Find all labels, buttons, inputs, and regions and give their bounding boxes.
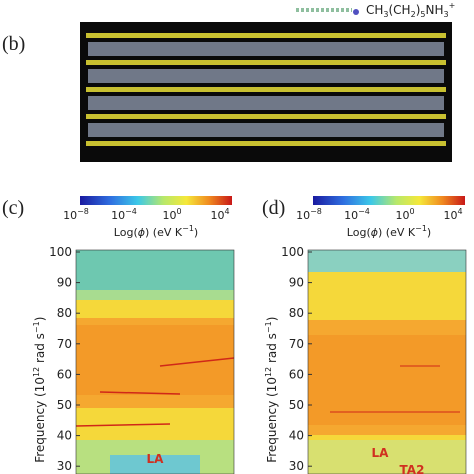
label-part: −1 xyxy=(415,224,427,233)
colorbar-tick-label: 10−4 xyxy=(344,207,370,222)
y-tick-label: 40 xyxy=(57,429,72,443)
colorbar-tick-label: 10−8 xyxy=(63,207,89,222)
label-part: 12 xyxy=(264,367,273,377)
label-part: ) (eV K xyxy=(145,226,183,239)
tick-base: 10 xyxy=(162,209,176,222)
label-part: −1 xyxy=(264,321,273,333)
label-part: 12 xyxy=(32,367,41,377)
colorbar xyxy=(313,196,465,205)
colorbar-tick-label: 100 xyxy=(395,207,414,222)
structure-image xyxy=(80,22,452,162)
panel-label: (b) xyxy=(2,33,25,55)
y-tick-label: 50 xyxy=(57,398,72,412)
tick-exp: 0 xyxy=(409,207,414,216)
annotation: TA2 xyxy=(400,463,425,474)
tick-base: 10 xyxy=(395,209,409,222)
label-part: ) xyxy=(427,226,431,239)
label-part: ϕ xyxy=(371,226,378,239)
y-tick-label: 40 xyxy=(289,429,304,443)
panel-label: (d) xyxy=(262,197,285,219)
label-part: Frequency (10 xyxy=(265,377,279,463)
tick-exp: 0 xyxy=(176,207,181,216)
y-tick-label: 60 xyxy=(289,367,304,381)
colorbar-tick-label: 100 xyxy=(162,207,181,222)
tick-exp: 4 xyxy=(457,207,462,216)
tick-exp: −8 xyxy=(310,207,322,216)
molecule-icon xyxy=(296,8,359,15)
label-part: ) (eV K xyxy=(378,226,416,239)
label-part: −1 xyxy=(32,321,41,333)
tick-exp: 4 xyxy=(224,207,229,216)
y-tick-label: 90 xyxy=(57,276,72,290)
tick-base: 10 xyxy=(63,209,77,222)
tick-base: 10 xyxy=(344,209,358,222)
label-part: ) xyxy=(33,317,47,322)
panel-label: (c) xyxy=(2,197,24,219)
colorbar-label: Log(ϕ) (eV K−1) xyxy=(347,224,431,239)
colorbar-tick-label: 10−8 xyxy=(296,207,322,222)
plot-frame xyxy=(75,249,235,474)
tick-base: 10 xyxy=(111,209,125,222)
colorbar-tick-label: 104 xyxy=(443,207,462,222)
y-axis-label: Frequency (1012 rad s−1) xyxy=(32,317,47,463)
y-tick-label: 100 xyxy=(49,245,72,259)
y-tick-label: 90 xyxy=(289,276,304,290)
y-tick-label: 30 xyxy=(289,459,304,473)
y-tick-label: 30 xyxy=(57,459,72,473)
tick-base: 10 xyxy=(296,209,310,222)
tick-exp: −4 xyxy=(125,207,137,216)
y-tick-label: 70 xyxy=(57,337,72,351)
label-part: rad s xyxy=(33,333,47,367)
heatmap xyxy=(308,250,466,474)
y-tick-label: 80 xyxy=(57,306,72,320)
tick-base: 10 xyxy=(443,209,457,222)
y-tick-label: 100 xyxy=(281,245,304,259)
y-tick-label: 50 xyxy=(289,398,304,412)
label-part: ϕ xyxy=(138,226,145,239)
y-tick-label: 70 xyxy=(289,337,304,351)
colorbar-tick-label: 10−4 xyxy=(111,207,137,222)
label-part: ) xyxy=(194,226,198,239)
tick-base: 10 xyxy=(210,209,224,222)
label-part: rad s xyxy=(265,333,279,367)
colorbar xyxy=(80,196,232,205)
label-part: Log( xyxy=(347,226,371,239)
y-axis-label: Frequency (1012 rad s−1) xyxy=(264,317,279,463)
colorbar-tick-label: 104 xyxy=(210,207,229,222)
tick-exp: −4 xyxy=(358,207,370,216)
label-part: ) xyxy=(265,317,279,322)
annotation: LA xyxy=(372,446,390,460)
annotation: LA xyxy=(147,452,165,466)
y-tick-label: 80 xyxy=(289,306,304,320)
colorbar-label: Log(ϕ) (eV K−1) xyxy=(114,224,198,239)
label-part: Log( xyxy=(114,226,138,239)
label-part: −1 xyxy=(182,224,194,233)
tick-exp: −8 xyxy=(77,207,89,216)
heatmap xyxy=(76,250,234,474)
formula: CH3(CH2)5NH3+ xyxy=(366,1,455,19)
label-part: Frequency (10 xyxy=(33,377,47,463)
y-tick-label: 60 xyxy=(57,367,72,381)
plot-frame xyxy=(307,249,467,474)
